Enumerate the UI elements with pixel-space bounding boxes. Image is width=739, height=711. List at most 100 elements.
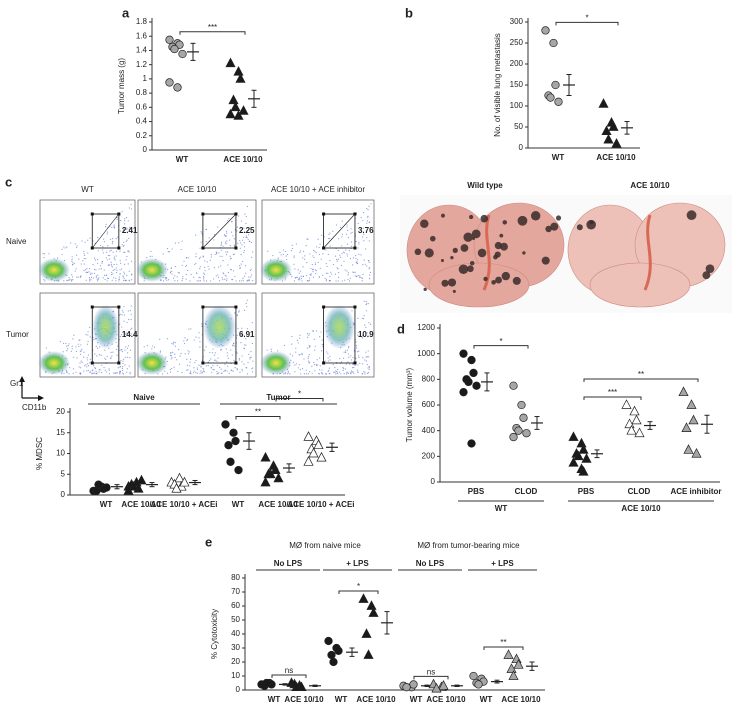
x-tick-label: ACE 10/10: [121, 500, 161, 509]
flow-event: [310, 273, 312, 275]
flow-event: [119, 269, 121, 271]
flow-event: [107, 245, 109, 247]
flow-event: [252, 360, 254, 362]
flow-event: [318, 246, 320, 249]
flow-event: [232, 344, 234, 346]
flow-event: [181, 280, 183, 282]
flow-event: [221, 372, 223, 374]
flow-event: [102, 277, 104, 279]
flow-event: [76, 357, 78, 359]
flow-event: [96, 262, 99, 264]
data-point: [94, 480, 103, 489]
flow-event: [171, 357, 173, 359]
flow-event: [222, 259, 224, 262]
flow-event: [367, 367, 369, 369]
flow-event: [95, 269, 97, 271]
flow-event: [78, 345, 80, 348]
flow-event: [126, 228, 128, 230]
x-tick-label: ACE 10/10: [426, 695, 466, 704]
flow-event: [290, 249, 293, 252]
flow-event: [89, 278, 91, 280]
flow-event: [364, 359, 366, 361]
flow-event: [105, 358, 107, 361]
flow-event: [241, 361, 243, 363]
flow-event: [283, 373, 285, 375]
arrow-heads: [19, 376, 44, 401]
flow-event: [130, 333, 132, 335]
flow-event: [329, 372, 331, 375]
data-point: [226, 457, 235, 466]
metastasis-spot: [589, 220, 594, 225]
data-point: [549, 38, 558, 48]
flow-event: [123, 223, 126, 225]
flow-event: [357, 247, 359, 249]
x-tick-label: ACE 10/10 + ACEi: [287, 500, 354, 509]
flow-event: [241, 244, 243, 246]
flow-event: [205, 240, 207, 243]
flow-event: [314, 262, 316, 264]
metastasis-spot: [424, 248, 434, 258]
flow-event: [245, 231, 247, 234]
data-point: [128, 480, 139, 491]
flow-event: [201, 232, 203, 234]
flow-event: [366, 363, 368, 366]
flow-event: [196, 280, 198, 282]
metastasis-spot: [469, 260, 475, 266]
flow-event: [83, 250, 85, 253]
flow-event: [301, 280, 303, 282]
flow-event: [69, 367, 71, 369]
flow-event: [238, 311, 240, 313]
flow-event: [220, 241, 223, 243]
flow-event: [186, 369, 188, 371]
flow-event: [299, 270, 301, 272]
flow-event: [242, 239, 244, 241]
flow-event: [358, 253, 360, 255]
flow-event: [131, 260, 133, 263]
flow-event: [340, 361, 343, 363]
flow-event: [204, 273, 206, 275]
flow-event: [359, 275, 361, 277]
flow-event: [100, 267, 102, 270]
gate-handle: [90, 305, 94, 309]
flow-event: [354, 254, 357, 257]
flow-event: [306, 238, 308, 240]
flow-event: [70, 242, 72, 244]
flow-event: [313, 256, 315, 259]
flow-event: [250, 351, 252, 353]
significance-label: ***: [608, 388, 617, 397]
flow-event: [321, 372, 323, 374]
flow-event: [243, 344, 246, 346]
flow-event: [339, 226, 342, 228]
flow-event: [306, 336, 309, 338]
flow-event: [213, 354, 216, 356]
flow-event: [185, 257, 188, 259]
flow-event: [128, 237, 130, 239]
flow-event: [329, 232, 331, 234]
flow-event: [193, 276, 195, 278]
flow-event: [201, 323, 203, 325]
flow-event: [282, 249, 284, 251]
flow-event: [294, 364, 296, 366]
flow-event: [130, 318, 132, 321]
flow-event: [343, 252, 346, 254]
flow-event: [224, 369, 226, 371]
gate: [323, 306, 356, 364]
flow-event: [224, 274, 226, 277]
flow-event: [213, 359, 216, 361]
flow-event: [239, 267, 241, 269]
flow-event: [229, 245, 231, 247]
flow-event: [227, 357, 229, 359]
airway: [482, 214, 491, 291]
panel-letter: d: [397, 321, 405, 336]
flow-event: [337, 258, 339, 260]
flow-event: [95, 345, 97, 348]
flow-event: [357, 317, 359, 319]
gate-handle: [322, 246, 326, 250]
flow-event: [357, 259, 359, 261]
data-point: [273, 472, 284, 483]
flow-event: [87, 252, 89, 254]
metastasis-spot: [586, 219, 596, 230]
data-point: [551, 80, 560, 90]
flow-event: [364, 371, 366, 373]
metastasis-spot: [430, 235, 436, 242]
